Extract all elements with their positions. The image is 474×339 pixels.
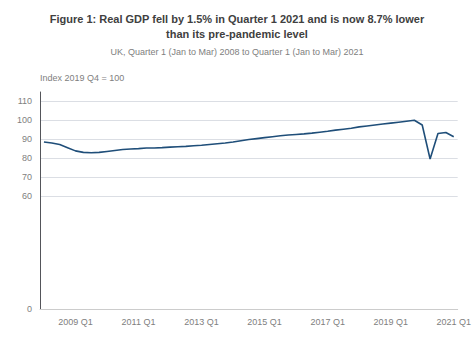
svg-text:2017 Q1: 2017 Q1 [310,317,345,327]
svg-text:110: 110 [18,96,32,106]
svg-text:80: 80 [22,153,32,163]
svg-text:90: 90 [22,134,32,144]
svg-text:2013 Q1: 2013 Q1 [184,317,219,327]
svg-text:Figure 1: Real GDP fell by 1.5: Figure 1: Real GDP fell by 1.5% in Quart… [50,13,425,25]
svg-text:2021 Q1: 2021 Q1 [436,317,471,327]
svg-text:than its pre-pandemic level: than its pre-pandemic level [166,28,308,40]
svg-text:2011 Q1: 2011 Q1 [122,317,156,327]
svg-text:2015 Q1: 2015 Q1 [247,317,282,327]
svg-text:100: 100 [17,115,32,125]
svg-text:70: 70 [22,172,32,182]
svg-text:UK, Quarter 1 (Jan to Mar) 200: UK, Quarter 1 (Jan to Mar) 2008 to Quart… [110,47,363,57]
svg-text:0: 0 [27,304,32,314]
svg-text:Index 2019 Q4 = 100: Index 2019 Q4 = 100 [40,73,124,83]
svg-text:60: 60 [22,191,32,201]
svg-text:2019 Q1: 2019 Q1 [373,317,408,327]
svg-text:2009 Q1: 2009 Q1 [58,317,93,327]
